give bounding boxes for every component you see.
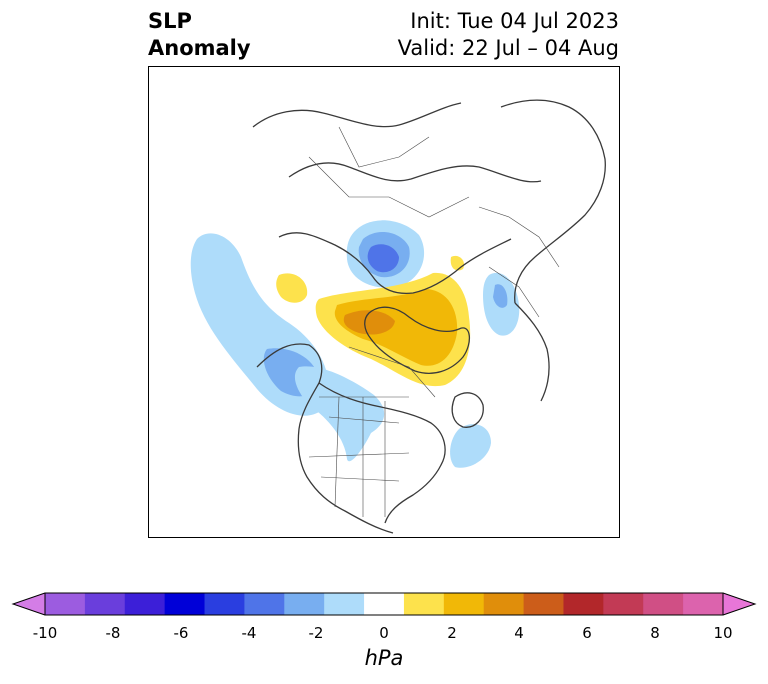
colorbar-cell xyxy=(603,593,644,615)
valid-range: Valid: 22 Jul – 04 Aug xyxy=(397,36,619,60)
colorbar-cell xyxy=(324,593,365,615)
colorbar-extend-max xyxy=(723,593,755,615)
map-title-right: Init: Tue 04 Jul 2023 Valid: 22 Jul – 04… xyxy=(398,8,619,62)
tick-label: 4 xyxy=(514,624,524,642)
colorbar-cell xyxy=(284,593,325,615)
anomaly-alaska-high xyxy=(276,273,308,303)
colorbar-cell xyxy=(643,593,684,615)
tick-label: 2 xyxy=(447,624,457,642)
colorbar-cell xyxy=(204,593,245,615)
colorbar-cell xyxy=(244,593,285,615)
anomaly-siberian-low xyxy=(346,220,425,288)
title-slp: SLP xyxy=(148,9,192,33)
title-anomaly: Anomaly xyxy=(148,36,251,60)
anomaly-map xyxy=(190,99,606,534)
tick-label: -10 xyxy=(32,624,58,642)
colorbar-cell xyxy=(45,593,86,615)
political-borders xyxy=(308,126,560,517)
anomaly-atlantic-low xyxy=(450,424,491,468)
colorbar-extend-min xyxy=(13,593,45,615)
colorbar-outline xyxy=(44,592,724,616)
colorbar-cell xyxy=(364,593,405,615)
tick-label: 6 xyxy=(582,624,592,642)
tick-label: 0 xyxy=(379,624,389,642)
coastlines xyxy=(252,99,606,534)
tick-label: -6 xyxy=(173,624,189,642)
tick-label: 10 xyxy=(713,624,733,642)
anomaly-north-america-low xyxy=(294,366,385,462)
colorbar-cell xyxy=(403,593,445,615)
colorbar-cells xyxy=(13,593,755,615)
anomaly-greenland-high xyxy=(315,272,471,387)
colorbar-cell xyxy=(683,593,724,615)
tick-label: -4 xyxy=(241,624,257,642)
colorbar-cell xyxy=(563,593,604,615)
tick-label: -8 xyxy=(105,624,121,642)
tick-label: -2 xyxy=(308,624,324,642)
colorbar xyxy=(11,592,757,616)
colorbar-cell xyxy=(483,593,525,615)
tick-label: 8 xyxy=(650,624,660,642)
colorbar-cell xyxy=(124,593,166,615)
colorbar-cell xyxy=(84,593,126,615)
colorbar-unit: hPa xyxy=(364,646,404,670)
init-date: Init: Tue 04 Jul 2023 xyxy=(410,9,619,33)
colorbar-cell xyxy=(523,593,564,615)
map-panel xyxy=(148,66,620,538)
colorbar-cell xyxy=(443,593,485,615)
anomaly-kara-high xyxy=(450,255,465,271)
colorbar-cell xyxy=(164,593,206,615)
map-title-left: SLP Anomaly xyxy=(148,8,251,62)
